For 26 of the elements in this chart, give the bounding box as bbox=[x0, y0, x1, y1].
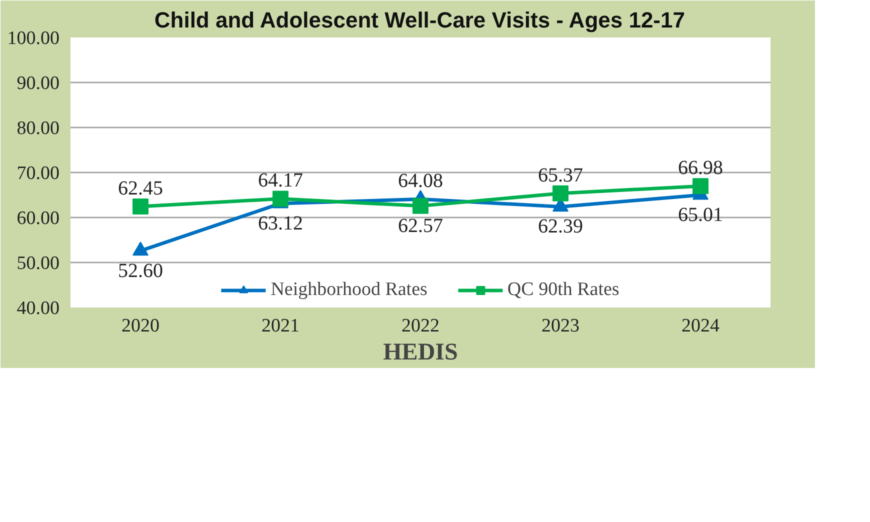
y-tick-label: 70.00 bbox=[16, 163, 60, 184]
data-label: 66.98 bbox=[678, 157, 723, 180]
x-tick-label: 2020 bbox=[122, 316, 160, 336]
x-tick-label: 2021 bbox=[262, 316, 300, 336]
x-tick-label: 2022 bbox=[402, 316, 440, 336]
data-label: 65.37 bbox=[538, 164, 583, 186]
y-tick-label: 90.00 bbox=[16, 73, 60, 94]
data-label: 62.45 bbox=[118, 177, 163, 200]
x-tick-label: 2023 bbox=[542, 316, 580, 336]
data-label: 62.57 bbox=[398, 214, 443, 237]
legend-label: QC 90th Rates bbox=[507, 279, 620, 301]
chart-title: Child and Adolescent Well-Care Visits - Ages 12-17 bbox=[154, 8, 685, 32]
y-tick-label: 40.00 bbox=[16, 298, 60, 319]
data-label: 52.60 bbox=[118, 260, 163, 282]
data-label: 64.17 bbox=[258, 170, 303, 192]
data-label: 62.39 bbox=[538, 216, 583, 238]
data-label: 65.01 bbox=[678, 204, 723, 226]
y-tick-label: 100.00 bbox=[7, 28, 60, 49]
x-axis-title: HEDIS bbox=[383, 340, 458, 366]
x-tick-label: 2024 bbox=[682, 316, 720, 336]
legend-label: Neighborhood Rates bbox=[270, 279, 428, 301]
y-tick-label: 50.00 bbox=[16, 253, 60, 274]
y-tick-label: 80.00 bbox=[16, 118, 60, 139]
data-label: 63.12 bbox=[258, 212, 303, 234]
data-label: 64.08 bbox=[398, 170, 443, 192]
y-tick-label: 60.00 bbox=[16, 208, 60, 229]
